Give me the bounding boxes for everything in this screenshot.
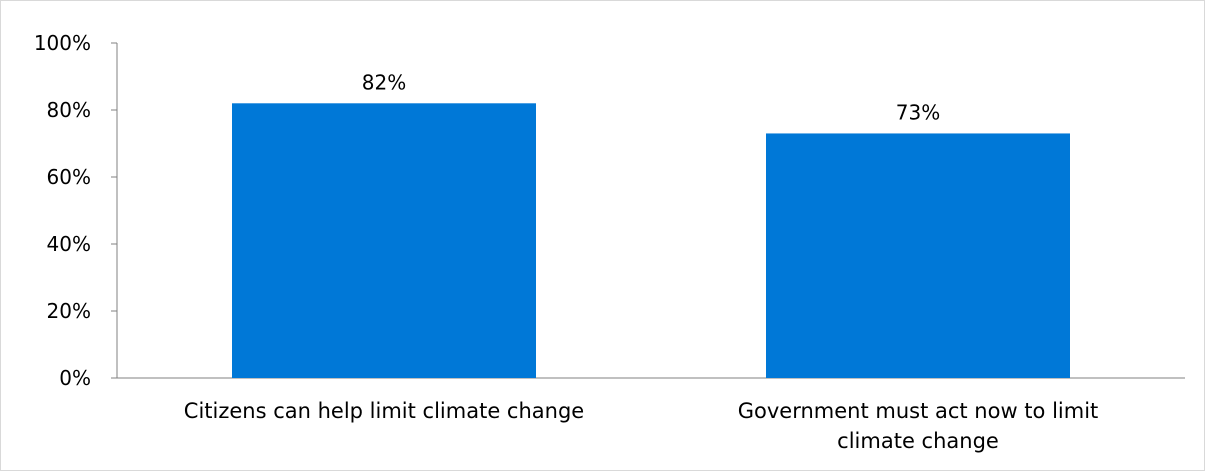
category-label-2: Government must act now to limit bbox=[738, 399, 1099, 423]
y-tick-label: 0% bbox=[59, 366, 91, 390]
bars bbox=[232, 103, 1070, 379]
category-labels: Citizens can help limit climate change Go… bbox=[184, 399, 1098, 453]
y-tick-label: 100% bbox=[34, 31, 91, 55]
y-tick-label: 40% bbox=[47, 232, 91, 256]
y-tick-label: 20% bbox=[47, 299, 91, 323]
data-label-1: 82% bbox=[362, 70, 406, 94]
data-labels: 82% 73% bbox=[362, 70, 940, 124]
category-label-1: Citizens can help limit climate change bbox=[184, 399, 584, 423]
y-tick-label: 60% bbox=[47, 165, 91, 189]
bar-2 bbox=[766, 133, 1070, 378]
y-axis-ticks: 0% 20% 40% 60% 80% 100% bbox=[34, 31, 117, 390]
bar-1 bbox=[232, 103, 536, 379]
category-label-2: climate change bbox=[837, 429, 999, 453]
y-tick-label: 80% bbox=[47, 98, 91, 122]
data-label-2: 73% bbox=[896, 100, 940, 124]
